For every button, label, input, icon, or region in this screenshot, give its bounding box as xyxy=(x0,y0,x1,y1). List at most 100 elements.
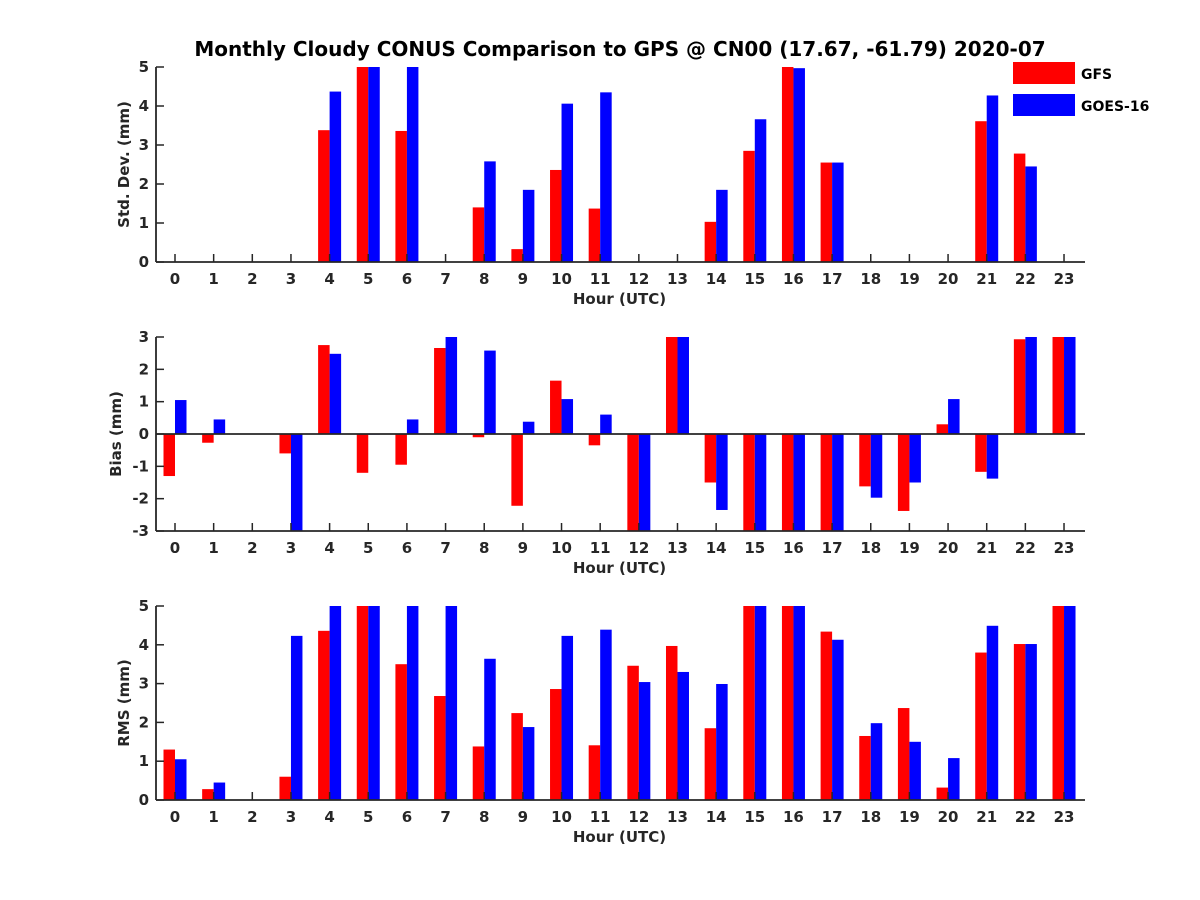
bar-2-goes16-20 xyxy=(948,399,960,434)
xtick-label-2-20: 20 xyxy=(938,539,959,557)
bar-2-goes16-15 xyxy=(754,434,767,531)
bar-3-goes16-11 xyxy=(600,629,612,800)
bar-1-gfs-5 xyxy=(356,67,369,262)
bar-2-gfs-12 xyxy=(627,434,639,531)
bar-3-goes16-6 xyxy=(406,606,419,800)
ytick-label-1-2: 2 xyxy=(139,175,149,193)
legend-swatch-gfs xyxy=(1013,62,1075,84)
bar-3-goes16-0 xyxy=(175,759,187,800)
bar-2-gfs-4 xyxy=(318,345,330,434)
bar-2-gfs-1 xyxy=(202,434,214,443)
bar-3-gfs-23 xyxy=(1052,606,1065,800)
xtick-label-2-14: 14 xyxy=(706,539,727,557)
bar-3-goes16-18 xyxy=(870,723,883,800)
bar-2-goes16-13 xyxy=(677,337,689,434)
bar-3-gfs-21 xyxy=(975,652,987,800)
bar-2-gfs-16 xyxy=(781,434,794,531)
bar-2-gfs-6 xyxy=(395,434,407,465)
ytick-label-2-0: 0 xyxy=(139,425,149,443)
xtick-label-1-9: 9 xyxy=(518,270,528,288)
bar-3-gfs-10 xyxy=(550,689,562,800)
xtick-label-2-18: 18 xyxy=(860,539,881,557)
ytick-label-3-1: 1 xyxy=(139,752,149,770)
xtick-label-2-13: 13 xyxy=(667,539,688,557)
bar-3-gfs-0 xyxy=(163,749,175,800)
bar-3-gfs-20 xyxy=(936,787,949,800)
bar-3-goes16-5 xyxy=(368,606,380,800)
xtick-label-1-1: 1 xyxy=(208,270,218,288)
bar-2-goes16-18 xyxy=(870,434,883,498)
xtick-label-1-10: 10 xyxy=(551,270,572,288)
xtick-label-3-2: 2 xyxy=(247,808,257,826)
legend: GFS GOES-16 xyxy=(1013,62,1149,116)
xtick-label-2-19: 19 xyxy=(899,539,920,557)
bar-1-gfs-11 xyxy=(588,208,601,262)
bar-3-gfs-17 xyxy=(820,631,833,800)
bar-2-gfs-8 xyxy=(472,434,485,438)
bar-3-gfs-4 xyxy=(318,630,330,800)
bar-1-goes16-21 xyxy=(986,95,999,262)
bar-2-goes16-1 xyxy=(213,419,226,434)
ytick-label-3-2: 2 xyxy=(139,713,149,731)
bar-3-goes16-23 xyxy=(1064,606,1076,800)
xtick-label-2-7: 7 xyxy=(440,539,450,557)
xtick-label-3-21: 21 xyxy=(976,808,997,826)
xtick-label-2-4: 4 xyxy=(324,539,334,557)
ytick-label-2--3: -3 xyxy=(132,522,149,540)
bar-1-gfs-22 xyxy=(1013,153,1026,262)
bar-2-goes16-9 xyxy=(522,421,535,434)
xtick-label-2-11: 11 xyxy=(590,539,611,557)
xtick-label-1-18: 18 xyxy=(860,270,881,288)
bar-1-goes16-16 xyxy=(793,68,805,262)
xtick-label-3-0: 0 xyxy=(170,808,180,826)
bar-2-gfs-23 xyxy=(1052,337,1065,434)
xtick-label-2-16: 16 xyxy=(783,539,804,557)
bar-1-gfs-9 xyxy=(511,249,523,262)
xtick-label-3-16: 16 xyxy=(783,808,804,826)
xtick-label-1-13: 13 xyxy=(667,270,688,288)
xtick-label-1-16: 16 xyxy=(783,270,804,288)
ytick-label-1-1: 1 xyxy=(139,214,149,232)
bar-2-gfs-15 xyxy=(743,434,755,531)
bar-2-goes16-10 xyxy=(561,399,574,434)
bar-3-goes16-7 xyxy=(445,606,458,800)
bar-2-gfs-13 xyxy=(665,337,678,434)
bar-3-goes16-21 xyxy=(986,625,999,800)
xtick-label-3-5: 5 xyxy=(363,808,373,826)
bar-2-goes16-19 xyxy=(909,434,921,483)
xtick-label-2-22: 22 xyxy=(1015,539,1036,557)
bar-2-gfs-3 xyxy=(279,434,291,454)
bar-2-gfs-22 xyxy=(1013,339,1026,434)
bar-1-goes16-22 xyxy=(1025,166,1037,262)
xtick-label-1-2: 2 xyxy=(247,270,257,288)
xtick-label-3-20: 20 xyxy=(938,808,959,826)
xtick-label-2-9: 9 xyxy=(518,539,528,557)
xtick-label-3-10: 10 xyxy=(551,808,572,826)
ytick-label-1-3: 3 xyxy=(139,136,149,154)
ytick-label-2-3: 3 xyxy=(139,328,149,346)
xtick-label-1-8: 8 xyxy=(479,270,489,288)
ylabel-3: RMS (mm) xyxy=(115,659,133,746)
xtick-label-2-23: 23 xyxy=(1054,539,1075,557)
bar-1-gfs-21 xyxy=(975,121,987,263)
bar-1-goes16-8 xyxy=(484,161,496,262)
bar-3-gfs-11 xyxy=(588,745,601,800)
ytick-label-1-4: 4 xyxy=(139,97,149,115)
bar-1-gfs-16 xyxy=(781,67,794,262)
xtick-label-2-8: 8 xyxy=(479,539,489,557)
bar-1-gfs-10 xyxy=(550,169,562,262)
xtick-label-3-23: 23 xyxy=(1054,808,1075,826)
xlabel-3: Hour (UTC) xyxy=(573,828,666,846)
bar-2-goes16-14 xyxy=(716,434,728,510)
bar-2-goes16-23 xyxy=(1064,337,1076,434)
bar-1-goes16-10 xyxy=(561,103,574,262)
bar-3-gfs-12 xyxy=(627,665,639,800)
xtick-label-1-11: 11 xyxy=(590,270,611,288)
xtick-label-2-2: 2 xyxy=(247,539,257,557)
xtick-label-1-5: 5 xyxy=(363,270,373,288)
bar-2-goes16-4 xyxy=(329,353,342,434)
bar-3-gfs-1 xyxy=(202,789,214,800)
ylabel-2: Bias (mm) xyxy=(107,391,125,477)
